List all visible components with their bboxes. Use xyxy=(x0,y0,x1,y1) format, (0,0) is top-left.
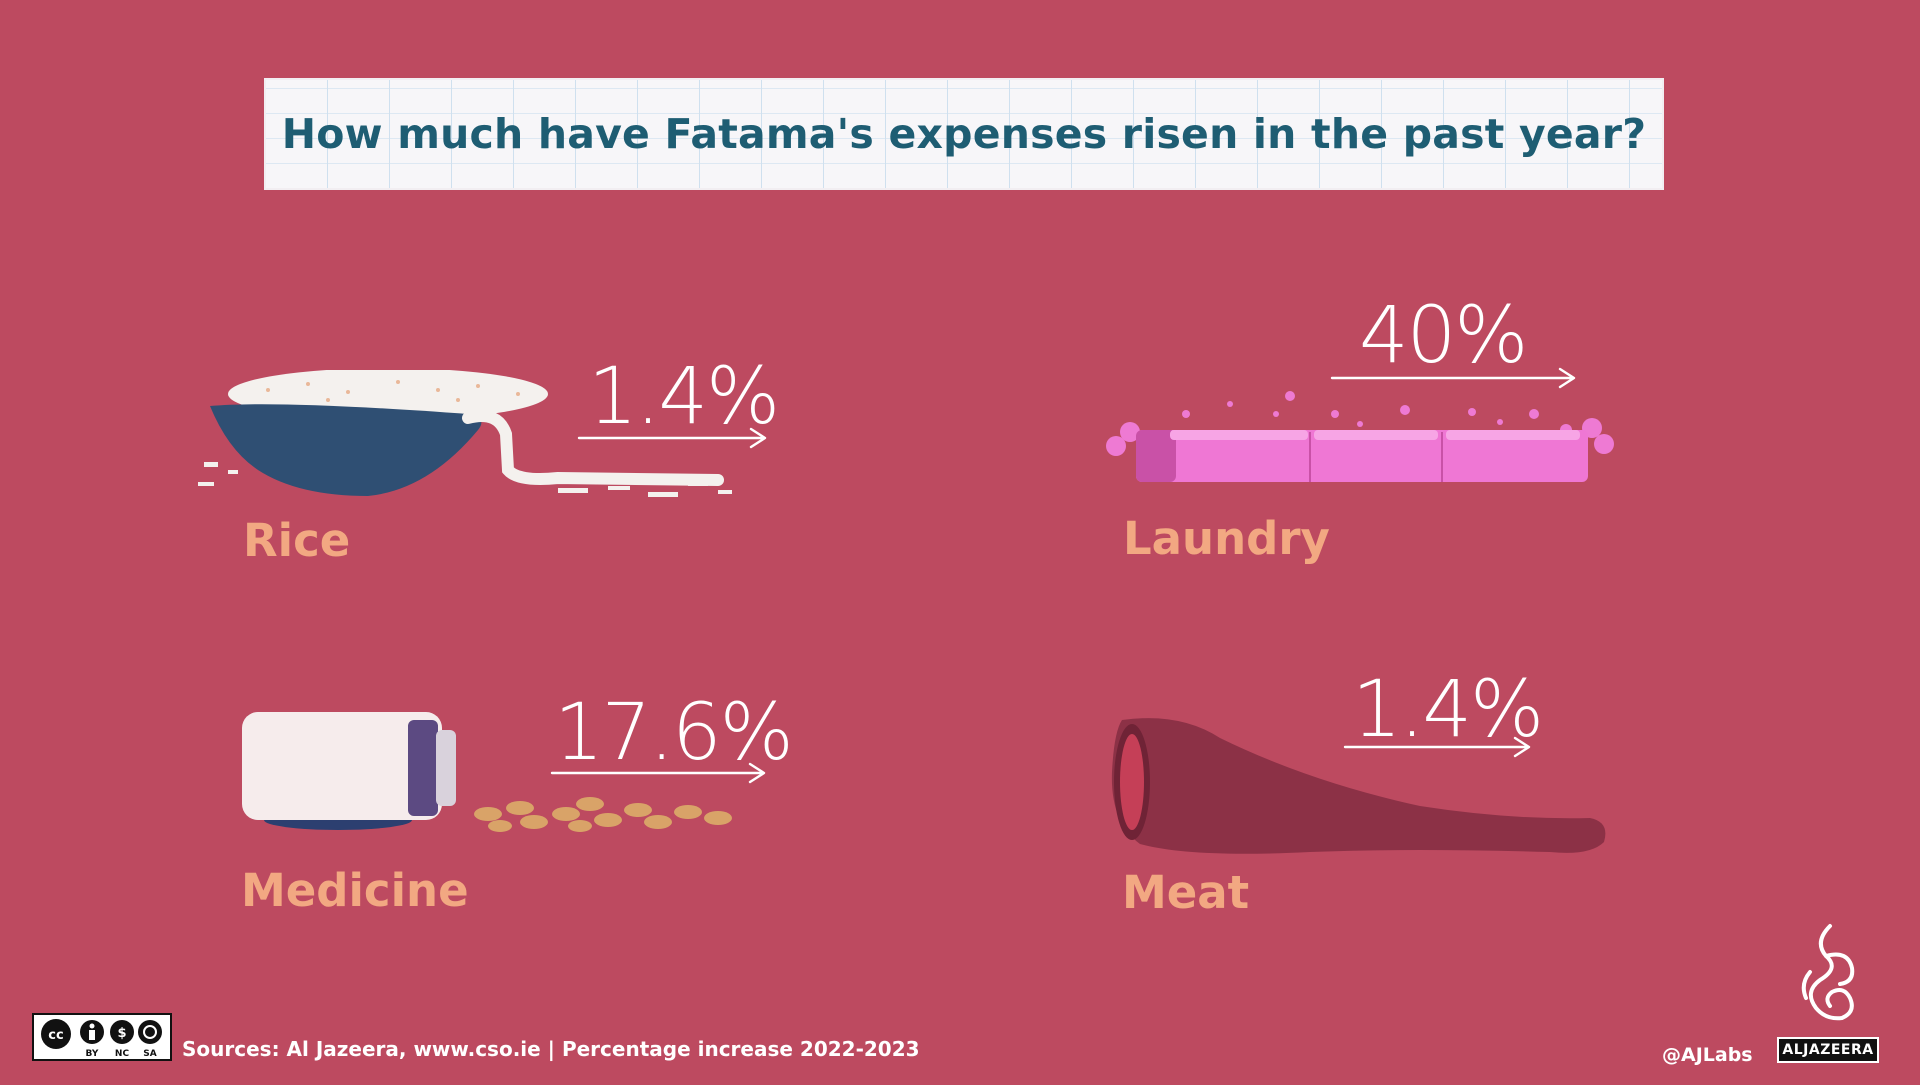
pill-bottle-icon xyxy=(242,712,732,832)
laundry-percent: 40% xyxy=(1359,291,1528,381)
laundry-arrow-icon xyxy=(1330,367,1576,389)
title-card: How much have Fatama's expenses risen in… xyxy=(266,80,1662,188)
meat-label: Meat xyxy=(1122,866,1250,919)
cc-by-text: BY xyxy=(86,1049,99,1058)
al-jazeera-logo-icon xyxy=(1801,924,1855,1021)
rice-label: Rice xyxy=(243,514,351,567)
meat-percent: 1.4% xyxy=(1352,665,1544,755)
cc-sa-text: SA xyxy=(143,1049,156,1058)
rice-bowl-icon xyxy=(198,370,732,497)
rice-arrow-icon xyxy=(577,427,767,449)
page-title: How much have Fatama's expenses risen in… xyxy=(281,110,1647,158)
svg-text:cc: cc xyxy=(48,1028,63,1043)
svg-text:$: $ xyxy=(117,1026,126,1041)
cc-license-badge: cc $ BY NC SA xyxy=(32,1013,172,1061)
medicine-percent: 17.6% xyxy=(554,688,794,778)
soap-bar-icon xyxy=(1106,391,1614,482)
meat-arrow-icon xyxy=(1343,736,1531,758)
laundry-label: Laundry xyxy=(1123,512,1330,565)
rice-percent: 1.4% xyxy=(588,352,780,442)
cc-nc-text: NC xyxy=(115,1049,130,1058)
al-jazeera-wordmark: ALJAZEERA xyxy=(1777,1037,1879,1063)
medicine-label: Medicine xyxy=(241,864,469,917)
aj-labs-handle: @AJLabs xyxy=(1662,1044,1753,1066)
medicine-arrow-icon xyxy=(550,762,766,784)
cc-license-icon: cc $ BY NC SA xyxy=(41,1019,162,1058)
sources-note: Sources: Al Jazeera, www.cso.ie | Percen… xyxy=(182,1037,920,1061)
meat-leg-icon xyxy=(1111,718,1606,854)
